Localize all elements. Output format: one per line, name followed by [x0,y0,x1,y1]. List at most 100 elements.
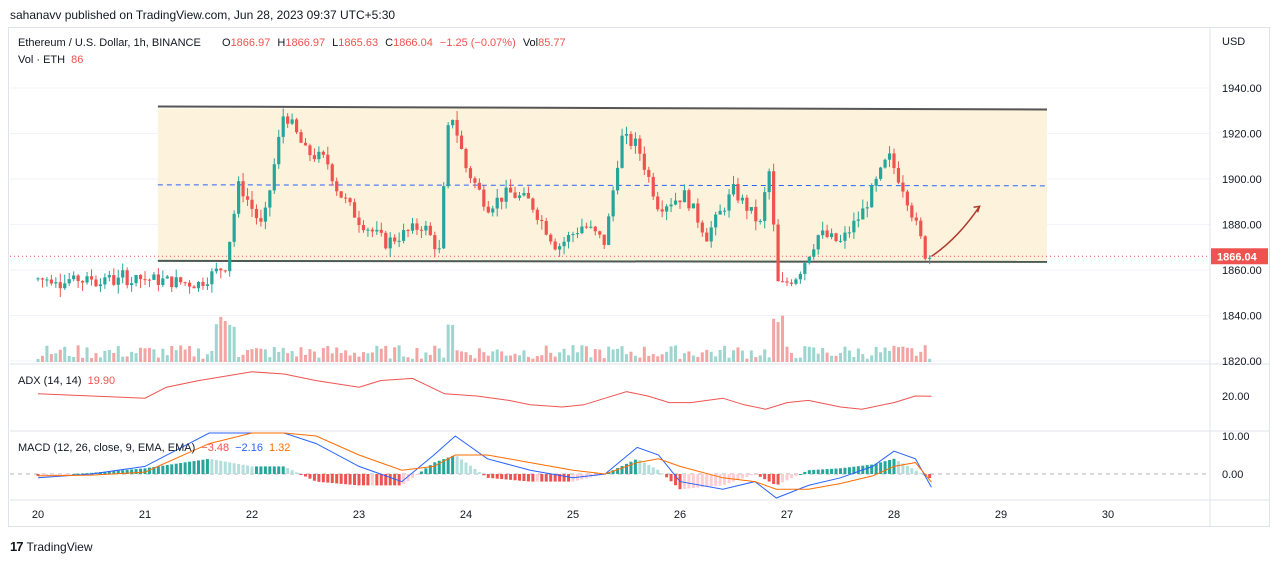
volume-bar [526,357,530,362]
macd-histogram-bar [259,466,263,474]
macd-pane[interactable] [10,432,1210,499]
volume-bar [928,358,932,362]
macd-histogram-bar [504,474,508,480]
volume-bar [776,322,780,362]
volume-bar [165,355,169,362]
macd-histogram-bar [321,474,325,483]
candle-body [558,246,562,250]
macd-histogram-bar [103,471,107,474]
candle-body [798,273,802,280]
candle-body [352,202,357,218]
candle-body [67,279,71,284]
macd-histogram-bar [402,474,406,485]
volume-bar [388,358,392,362]
candle-body [125,270,129,286]
volume-bar [509,355,513,362]
candle-body [678,200,682,203]
volume-bar [825,352,829,362]
candle-body [767,171,771,193]
macd-histogram-bar [250,466,254,474]
macd-histogram-bar [312,474,316,481]
candle-body [232,213,236,242]
macd-histogram-bar [714,474,718,487]
candle-body [201,281,205,286]
candle-body [584,226,588,228]
volume-bar [905,347,909,362]
macd-histogram-bar [544,474,548,482]
volume-bar [772,318,776,362]
volume-bar [40,355,44,362]
volume-bar [571,345,575,362]
volume-bar [598,349,602,362]
candle-body [410,223,415,231]
signal-line [37,432,932,490]
volume-bar [468,355,472,362]
volume-bar [513,353,517,362]
candle-body [89,276,94,280]
candle-body [344,197,348,199]
candle-body [49,279,53,284]
macd-histogram-bar [353,474,357,486]
macd-histogram-bar [620,465,624,474]
volume-bar [330,353,334,362]
candle-body [294,119,299,133]
volume-bar [803,346,807,362]
volume-bar [228,324,232,362]
candle-body [829,233,834,237]
macd-histogram-bar [464,462,468,474]
volume-bar [344,350,348,362]
volume-bar [919,351,923,362]
adx-pane[interactable] [37,371,932,410]
candle-body [446,125,450,187]
macd-histogram-bar [384,474,388,486]
macd-histogram-bar [63,474,67,475]
candle-body [500,197,504,202]
candle-body [473,178,477,183]
macd-histogram-bar [700,474,704,488]
volume-bar [299,347,303,362]
candle-body [156,274,160,285]
macd-histogram-bar [406,474,410,481]
volume-bar [361,352,365,362]
macd-histogram-bar [268,466,272,474]
macd-histogram-bar [326,474,330,483]
volume-bar [281,347,285,362]
volume-bar [625,354,628,362]
volume-bar [188,345,192,362]
candle-body [196,281,201,289]
macd-histogram-bar [625,463,628,474]
volume-bar [544,345,548,362]
candle-body [370,229,374,232]
macd-histogram-bar [317,474,321,482]
macd-histogram-bar [633,459,637,474]
volume-bar [856,348,860,362]
volume-bar [567,355,571,362]
candle-body [517,195,522,198]
candle-body [103,277,107,285]
volume-bar [192,356,196,362]
macd-histogram-bar [758,474,762,477]
price-pane[interactable] [10,87,1210,362]
macd-histogram-bar [290,470,294,474]
macd-histogram-bar [286,468,290,474]
macd-histogram-bar [821,469,825,474]
volume-bar [522,350,526,362]
volume-bar [491,351,495,362]
volume-bar [98,357,102,362]
macd-histogram-bar [807,470,811,474]
candle-body [85,276,89,283]
volume-bar [295,356,299,362]
volume-bar [660,354,664,362]
volume-bar [549,352,553,362]
macd-histogram-bar [549,474,553,482]
candle-body [477,182,481,190]
macd-histogram-bar [237,464,241,474]
candle-body [161,278,165,285]
candle-body [566,235,571,242]
tradingview-logo[interactable]: 17 TradingView [10,539,93,554]
volume-bar [219,316,223,362]
macd-histogram-bar [460,459,464,474]
candle-body [98,284,103,287]
macd-histogram-bar [370,474,374,486]
